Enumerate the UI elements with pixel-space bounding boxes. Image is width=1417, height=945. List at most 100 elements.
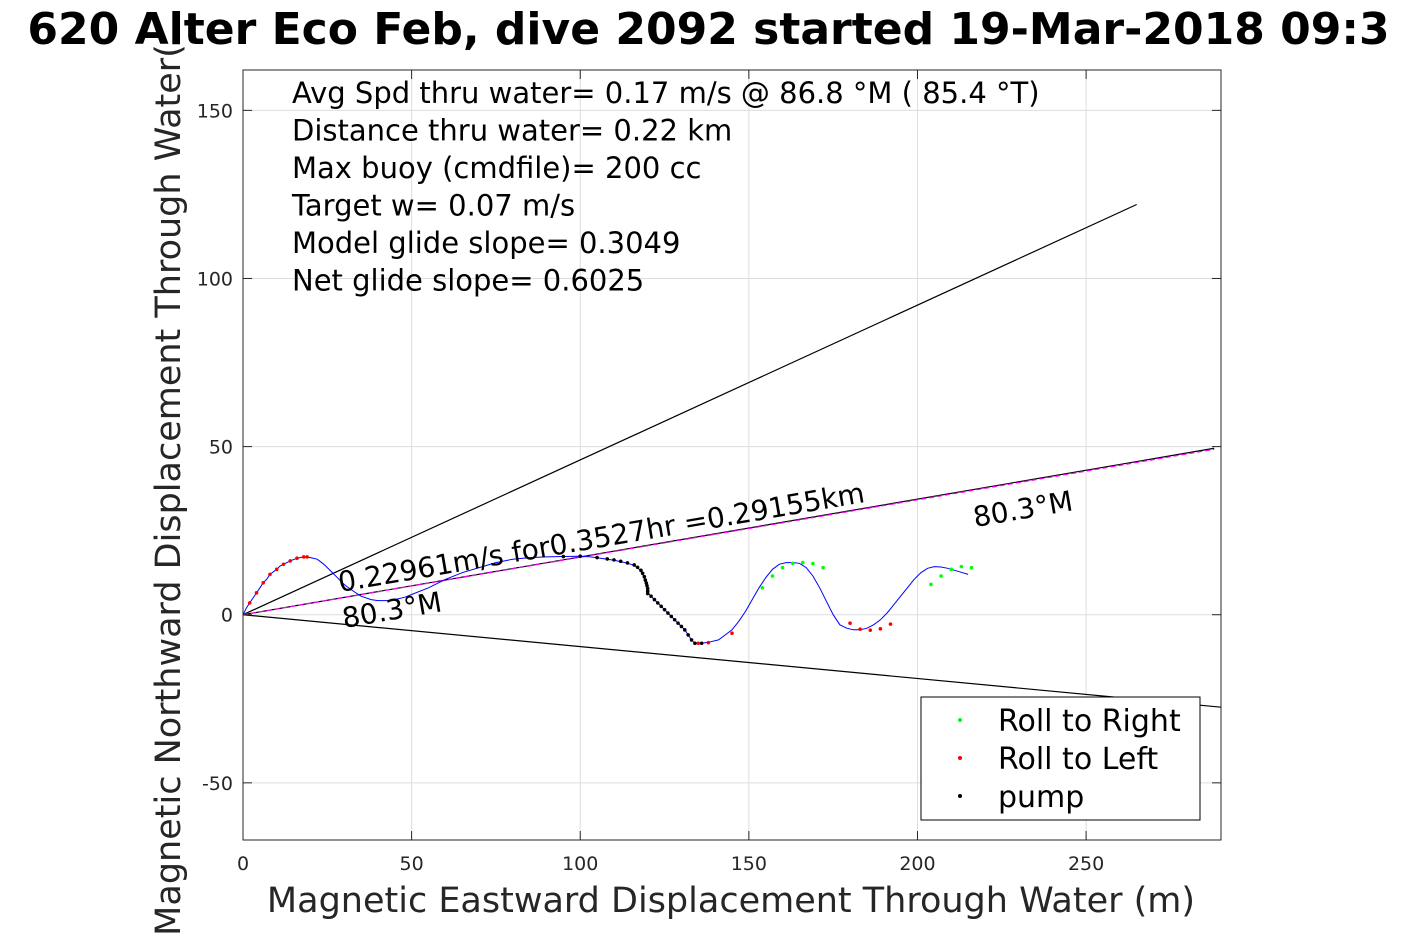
pump-point bbox=[618, 559, 623, 564]
roll-right-point bbox=[939, 574, 943, 578]
roll-left-point bbox=[858, 627, 862, 631]
x-axis-label: Magnetic Eastward Displacement Through W… bbox=[267, 881, 1195, 921]
stats-line: Distance thru water= 0.22 km bbox=[292, 114, 732, 148]
roll-right-point bbox=[790, 561, 795, 566]
pump-point bbox=[679, 624, 684, 629]
chart-title: 620 Alter Eco Feb, dive 2092 started 19-… bbox=[27, 4, 1390, 55]
pump-point bbox=[656, 601, 660, 605]
legend-label: Roll to Right bbox=[998, 704, 1181, 739]
x-tick-label: 0 bbox=[237, 853, 249, 875]
reference-line-upper_bound bbox=[243, 203, 1137, 616]
legend-box bbox=[920, 696, 1201, 821]
reference-line-average_heading bbox=[243, 448, 1215, 616]
plot-frame bbox=[242, 69, 1222, 841]
roll-left-point bbox=[888, 622, 893, 626]
roll-left-point bbox=[274, 567, 279, 572]
roll-left-point bbox=[281, 562, 286, 567]
pump-point bbox=[666, 611, 670, 615]
roll-right-point bbox=[969, 565, 974, 570]
pump-point bbox=[645, 583, 649, 588]
stats-line: Avg Spd thru water= 0.17 m/s @ 86.8 °M (… bbox=[292, 76, 1040, 110]
pump-point bbox=[605, 557, 610, 561]
legend-marker bbox=[958, 794, 962, 798]
pump-point bbox=[639, 568, 643, 573]
pump-point bbox=[676, 621, 680, 625]
roll-left-point bbox=[696, 641, 701, 646]
pump-point bbox=[689, 638, 694, 642]
roll-right-point bbox=[811, 561, 815, 566]
x-tick-label: 250 bbox=[1068, 853, 1104, 875]
pump-point bbox=[649, 594, 653, 599]
roll-left-point bbox=[730, 631, 734, 636]
x-tick-label: 100 bbox=[562, 853, 598, 875]
y-axis-label: Magnetic Northward Displacement Through … bbox=[149, 44, 189, 936]
x-tick-label: 200 bbox=[899, 853, 935, 875]
roll-left-point bbox=[878, 627, 883, 631]
x-tick-label: 150 bbox=[731, 853, 767, 875]
pump-point bbox=[644, 581, 649, 585]
track-layer bbox=[243, 555, 969, 644]
roll-right-point bbox=[760, 586, 765, 590]
roll-right-point bbox=[780, 565, 785, 570]
stats-line: Net glide slope= 0.6025 bbox=[292, 264, 644, 298]
y-tick-label: -50 bbox=[202, 773, 233, 795]
pump-point bbox=[652, 597, 657, 602]
stats-text: Avg Spd thru water= 0.17 m/s @ 86.8 °M (… bbox=[291, 76, 1040, 298]
pump-point bbox=[625, 561, 630, 565]
pump-point bbox=[693, 641, 697, 646]
pump-point bbox=[612, 558, 616, 562]
stats-line: Max buoy (cmdfile)= 200 cc bbox=[292, 151, 701, 185]
roll-left-point bbox=[247, 601, 252, 605]
pump-point bbox=[645, 591, 650, 596]
pump-point bbox=[672, 617, 677, 622]
roll-left-point bbox=[305, 555, 309, 559]
gridlines bbox=[242, 70, 1221, 840]
pump-point bbox=[643, 578, 648, 582]
legend-marker bbox=[958, 756, 962, 760]
pump-point bbox=[642, 574, 647, 579]
pump-point bbox=[561, 554, 566, 559]
y-tick-label: 100 bbox=[197, 268, 233, 290]
pump-point bbox=[669, 614, 674, 619]
legend-label: Roll to Left bbox=[998, 742, 1158, 777]
reference-line-lower_bound bbox=[243, 614, 1221, 708]
roll-right-point bbox=[949, 567, 954, 572]
annotations: 0.22961m/s for0.3527hr =0.29155km 80.3°M8… bbox=[336, 476, 1076, 635]
pump-point bbox=[662, 607, 667, 612]
track-line bbox=[243, 555, 969, 644]
roll-left-point bbox=[868, 628, 873, 632]
pump-point bbox=[645, 586, 650, 591]
legend-marker bbox=[958, 718, 962, 722]
pump-point bbox=[682, 628, 687, 632]
roll-left-point bbox=[295, 556, 299, 561]
roll-left-point bbox=[261, 580, 266, 585]
marker-layer bbox=[247, 554, 974, 646]
axis-ticks: 0 50 100 150 200 250 -50 0 50 100 150 bbox=[197, 70, 1221, 875]
pump-point bbox=[578, 554, 583, 559]
pump-point bbox=[632, 563, 636, 567]
pump-point bbox=[686, 633, 690, 637]
roll-left-point bbox=[268, 572, 272, 577]
heading-annotation-far: 80.3°M bbox=[971, 484, 1076, 533]
roll-left-point bbox=[288, 559, 293, 563]
roll-right-point bbox=[929, 582, 933, 587]
rate-annotation: 0.22961m/s for0.3527hr =0.29155km bbox=[336, 476, 867, 599]
pump-point bbox=[699, 641, 704, 646]
roll-right-point bbox=[959, 564, 964, 569]
stats-line: Model glide slope= 0.3049 bbox=[292, 226, 680, 260]
roll-right-point bbox=[770, 574, 775, 578]
roll-left-point bbox=[706, 640, 711, 645]
roll-left-point bbox=[848, 621, 852, 625]
roll-right-point bbox=[821, 565, 825, 570]
y-tick-label: 150 bbox=[197, 100, 233, 122]
pump-point bbox=[595, 555, 599, 560]
reference-lines bbox=[243, 203, 1221, 708]
y-tick-label: 50 bbox=[209, 437, 233, 459]
roll-left-point bbox=[254, 591, 259, 595]
legend-label: pump bbox=[998, 780, 1084, 815]
roll-left-point bbox=[301, 555, 306, 559]
pump-point bbox=[635, 565, 640, 570]
x-tick-label: 50 bbox=[400, 853, 424, 875]
roll-right-point bbox=[801, 560, 805, 565]
